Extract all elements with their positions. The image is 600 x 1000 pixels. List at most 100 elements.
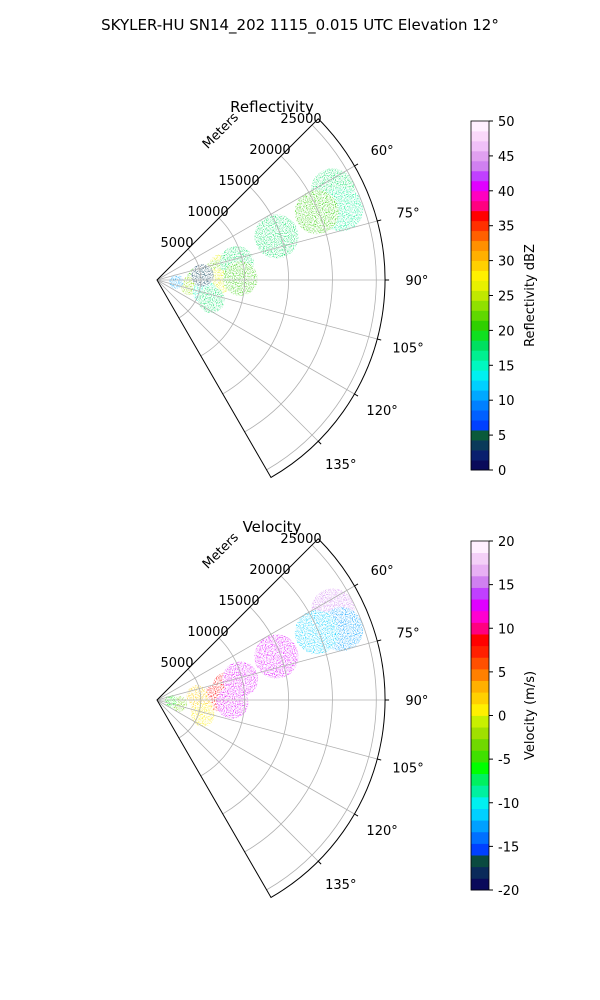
radial-axis-label: Meters [200,110,242,152]
colorbar-segment [471,762,489,775]
colorbar-tick-label: -15 [498,840,519,855]
colorbar-segment [471,420,489,431]
echo-cell-6 [191,703,215,727]
colorbar-label: Reflectivity dBZ [523,244,538,347]
azimuth-tick-label: 75° [397,207,420,222]
azimuth-tick-label: 135° [325,458,356,473]
colorbar-segment [471,692,489,705]
range-tick-label: 15000 [218,594,259,609]
colorbar-segment [471,564,489,577]
azimuth-tick-label: 120° [366,824,397,839]
azimuth-tick-label: 90° [405,694,428,709]
colorbar-segment [471,460,489,471]
echo-cell-9 [169,274,184,289]
colorbar-segment [471,220,489,232]
azimuth-tick-label: 105° [392,761,423,776]
range-tick-label: 10000 [187,205,228,220]
colorbar-segment [471,622,489,635]
azimuth-tick-135 [317,860,322,865]
azimuth-gridline-135 [156,699,319,862]
colorbar-segment [471,330,489,341]
colorbar-tick-label: 0 [498,464,506,479]
range-ring-15000 [222,606,289,815]
colorbar-segment [471,160,489,172]
colorbar-segment [471,320,489,331]
colorbar-segment [471,587,489,600]
azimuth-gridline-60 [156,165,355,281]
colorbar-segment [471,380,489,391]
colorbar-segment [471,210,489,222]
azimuth-gridline-120 [156,699,355,815]
colorbar-segment [471,280,489,291]
sector-outline [156,538,386,899]
colorbar-segment [471,400,489,411]
colorbar-segment [471,340,489,351]
colorbar-tick-label: 30 [498,255,515,270]
colorbar: 0 5 10 15 20 25 30 35 40 45 50 Reflectivity dBZ [470,115,538,479]
colorbar-segment [471,300,489,311]
range-tick-label: 15000 [218,174,259,189]
colorbar-segment [471,430,489,441]
colorbar-tick-label: 15 [498,359,515,374]
azimuth-tick-label: 60° [371,564,394,579]
colorbar-segment [471,260,489,271]
azimuth-tick-75 [377,219,382,222]
echo-field [169,168,364,314]
plot-area [157,118,385,478]
azimuth-gridline-105 [156,279,378,340]
azimuth-tick-105 [377,338,382,341]
colorbar-segment [471,808,489,821]
echo-cell-13 [254,214,299,259]
colorbar-segment [471,440,489,451]
echo-cell-8 [198,286,225,314]
range-tick-label: 10000 [187,625,228,640]
azimuth-gridline-135 [156,279,319,442]
colorbar-segment [471,796,489,809]
colorbar-tick-label: 25 [498,290,515,305]
azimuth-tick-label: 120° [366,404,397,419]
range-ring-20000 [244,155,333,433]
range-tick-label: 20000 [249,143,290,158]
colorbar-tick-label: 0 [498,710,506,725]
colorbar-tick-label: 40 [498,185,515,200]
sector-outline [156,118,386,479]
colorbar-segment [471,390,489,401]
range-tick-label: 5000 [160,656,193,671]
colorbar-segment [471,270,489,281]
echo-field [164,588,364,727]
azimuth-gridline-75 [156,220,378,281]
figure-title: SKYLER-HU SN14_202 1115_0.015 UTC Elevat… [101,16,499,34]
colorbar-tick-label: 10 [498,394,515,409]
panel-title: Velocity [243,518,302,536]
colorbar-segment [471,878,489,891]
azimuth-gridline-75 [156,640,378,701]
range-tick-label: 25000 [280,532,321,547]
colorbar-segment [471,703,489,716]
colorbar-tick-label: 20 [498,535,515,550]
azimuth-tick-75 [377,639,382,642]
echo-cell-11 [254,634,299,679]
colorbar-segment [471,738,489,751]
colorbar-segment [471,180,489,192]
colorbar-segment [471,200,489,212]
colorbar-tick-label: 5 [498,429,506,444]
azimuth-gridline-120 [156,279,355,395]
range-ring-5000 [178,248,202,319]
colorbar-tick-label: -5 [498,753,511,768]
azimuth-tick-120 [354,393,359,397]
azimuth-gridline-105 [156,699,378,760]
azimuth-tick-label: 105° [392,341,423,356]
colorbar-segment [471,552,489,565]
colorbar-segment [471,657,489,670]
echo-cell-3 [216,686,249,719]
colorbar-label: Velocity (m/s) [523,671,538,760]
colorbar-segment [471,310,489,321]
azimuth-tick-60 [354,163,359,167]
colorbar-segment [471,290,489,301]
colorbar-segment [471,350,489,361]
colorbar-segment [471,150,489,162]
range-ring-25000 [266,124,377,471]
echo-cell-12 [294,610,339,655]
colorbar-tick-label: 15 [498,579,515,594]
range-ring-25000 [266,544,377,891]
